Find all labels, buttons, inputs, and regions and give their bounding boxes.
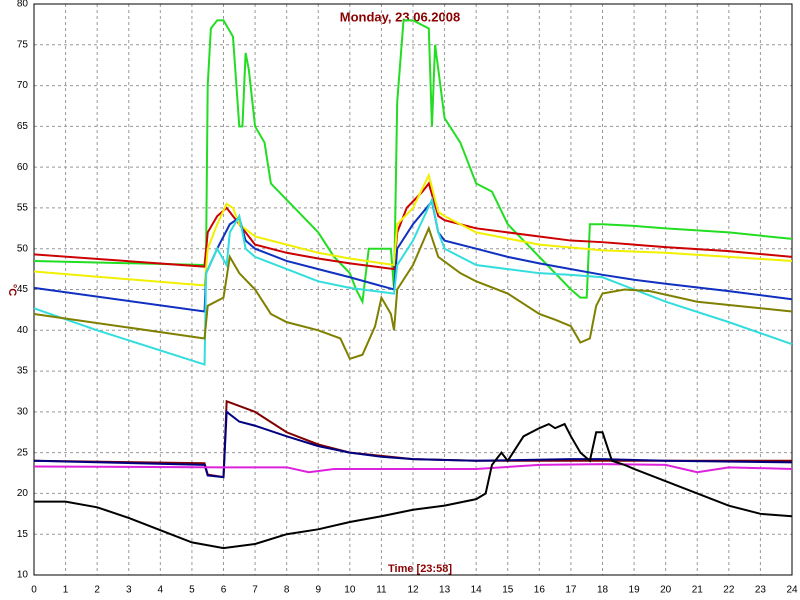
- x-tick-label: 4: [158, 585, 164, 596]
- y-tick-label: 60: [17, 162, 29, 173]
- y-tick-label: 30: [17, 406, 29, 417]
- series-line: [33, 409, 793, 479]
- x-tick-label: 8: [284, 585, 290, 596]
- y-tick-label: 75: [17, 39, 29, 50]
- x-tick-label: 3: [126, 585, 132, 596]
- series-line: [34, 422, 793, 550]
- y-tick-label: 25: [17, 447, 29, 458]
- chart-title: Monday, 23.06.2008: [340, 9, 460, 24]
- x-tick-label: 23: [755, 585, 767, 596]
- x-tick-label: 20: [660, 585, 672, 596]
- y-tick-label: 50: [17, 243, 29, 254]
- y-tick-label: 15: [17, 529, 29, 540]
- x-tick-label: 6: [221, 585, 227, 596]
- series-line: [33, 463, 793, 474]
- series-line: [33, 196, 793, 366]
- x-axis-label: Time [23:58]: [388, 563, 452, 575]
- y-tick-label: 70: [17, 80, 29, 91]
- y-tick-label: 20: [17, 488, 29, 499]
- x-tick-label: 18: [597, 585, 609, 596]
- x-tick-label: 9: [315, 585, 321, 596]
- y-tick-label: 40: [17, 325, 29, 336]
- x-tick-label: 14: [471, 585, 483, 596]
- x-tick-label: 16: [534, 585, 546, 596]
- y-tick-label: 65: [17, 121, 29, 132]
- x-tick-label: 22: [723, 585, 735, 596]
- x-tick-label: 0: [31, 585, 37, 596]
- x-tick-label: 1: [63, 585, 69, 596]
- plot-frame: [33, 3, 793, 576]
- x-tick-label: 24: [786, 585, 798, 596]
- x-tick-label: 13: [439, 585, 451, 596]
- y-tick-label: 55: [17, 203, 29, 214]
- x-tick-label: 17: [565, 585, 577, 596]
- x-tick-label: 12: [407, 585, 419, 596]
- y-tick-label: 10: [17, 570, 29, 581]
- y-tick-label: 80: [17, 0, 29, 10]
- x-tick-label: 21: [692, 585, 704, 596]
- y-axis-label: °C: [6, 284, 18, 296]
- series-line: [33, 199, 793, 313]
- x-tick-label: 11: [376, 585, 387, 596]
- x-tick-label: 2: [94, 585, 100, 596]
- series-line: [33, 172, 793, 287]
- y-tick-label: 45: [17, 284, 29, 295]
- x-tick-label: 15: [502, 585, 514, 596]
- x-tick-label: 19: [629, 585, 641, 596]
- series-line: [33, 225, 793, 361]
- x-tick-label: 5: [189, 585, 195, 596]
- x-tick-label: 7: [252, 585, 258, 596]
- y-tick-label: 35: [17, 366, 29, 377]
- x-tick-label: 10: [344, 585, 356, 596]
